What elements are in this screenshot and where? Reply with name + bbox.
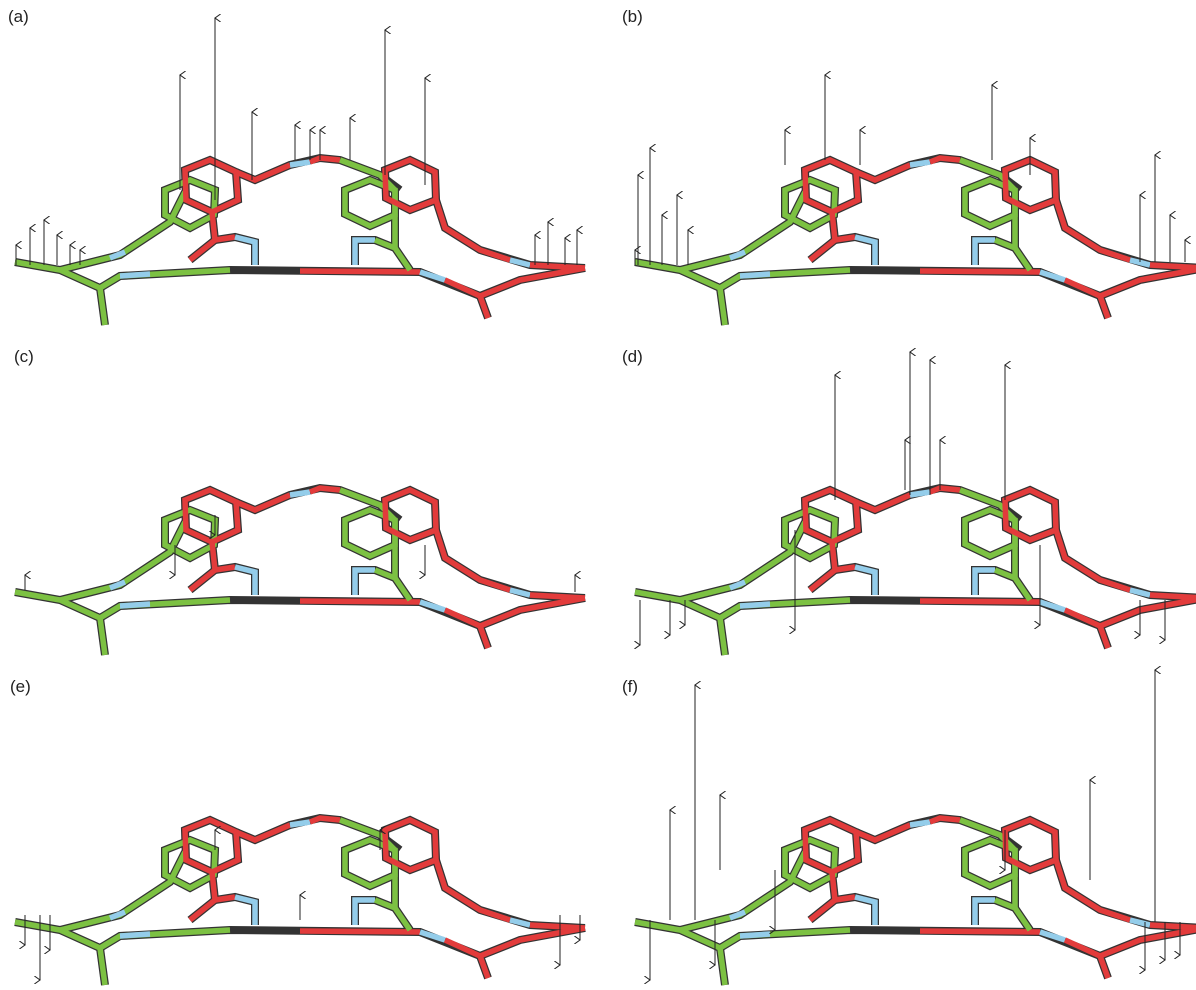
molecule xyxy=(635,818,1196,985)
panel-label: (b) xyxy=(622,7,643,26)
panel: (a) xyxy=(8,7,585,325)
panel: (f) xyxy=(622,670,1196,985)
panel: (e) xyxy=(10,677,585,985)
panel-label: (e) xyxy=(10,677,31,696)
molecule xyxy=(15,158,585,325)
molecule xyxy=(635,488,1196,655)
panel-label: (c) xyxy=(14,347,34,366)
molecule xyxy=(635,158,1196,325)
panel-label: (f) xyxy=(622,677,638,696)
panel: (c) xyxy=(14,347,585,655)
panels: (a) (b) (c) (d) (e) (f) xyxy=(8,7,1196,985)
molecule xyxy=(15,488,585,655)
panel-label: (d) xyxy=(622,347,643,366)
panel: (b) xyxy=(622,7,1196,325)
panel: (d) xyxy=(622,347,1196,655)
page: (a)(b)(c)(d)(e)(f) (() => { const data =… xyxy=(0,0,1196,990)
panel-label: (a) xyxy=(8,7,29,26)
figure: (a) (b) (c) (d) (e) (f) xyxy=(0,0,1196,990)
